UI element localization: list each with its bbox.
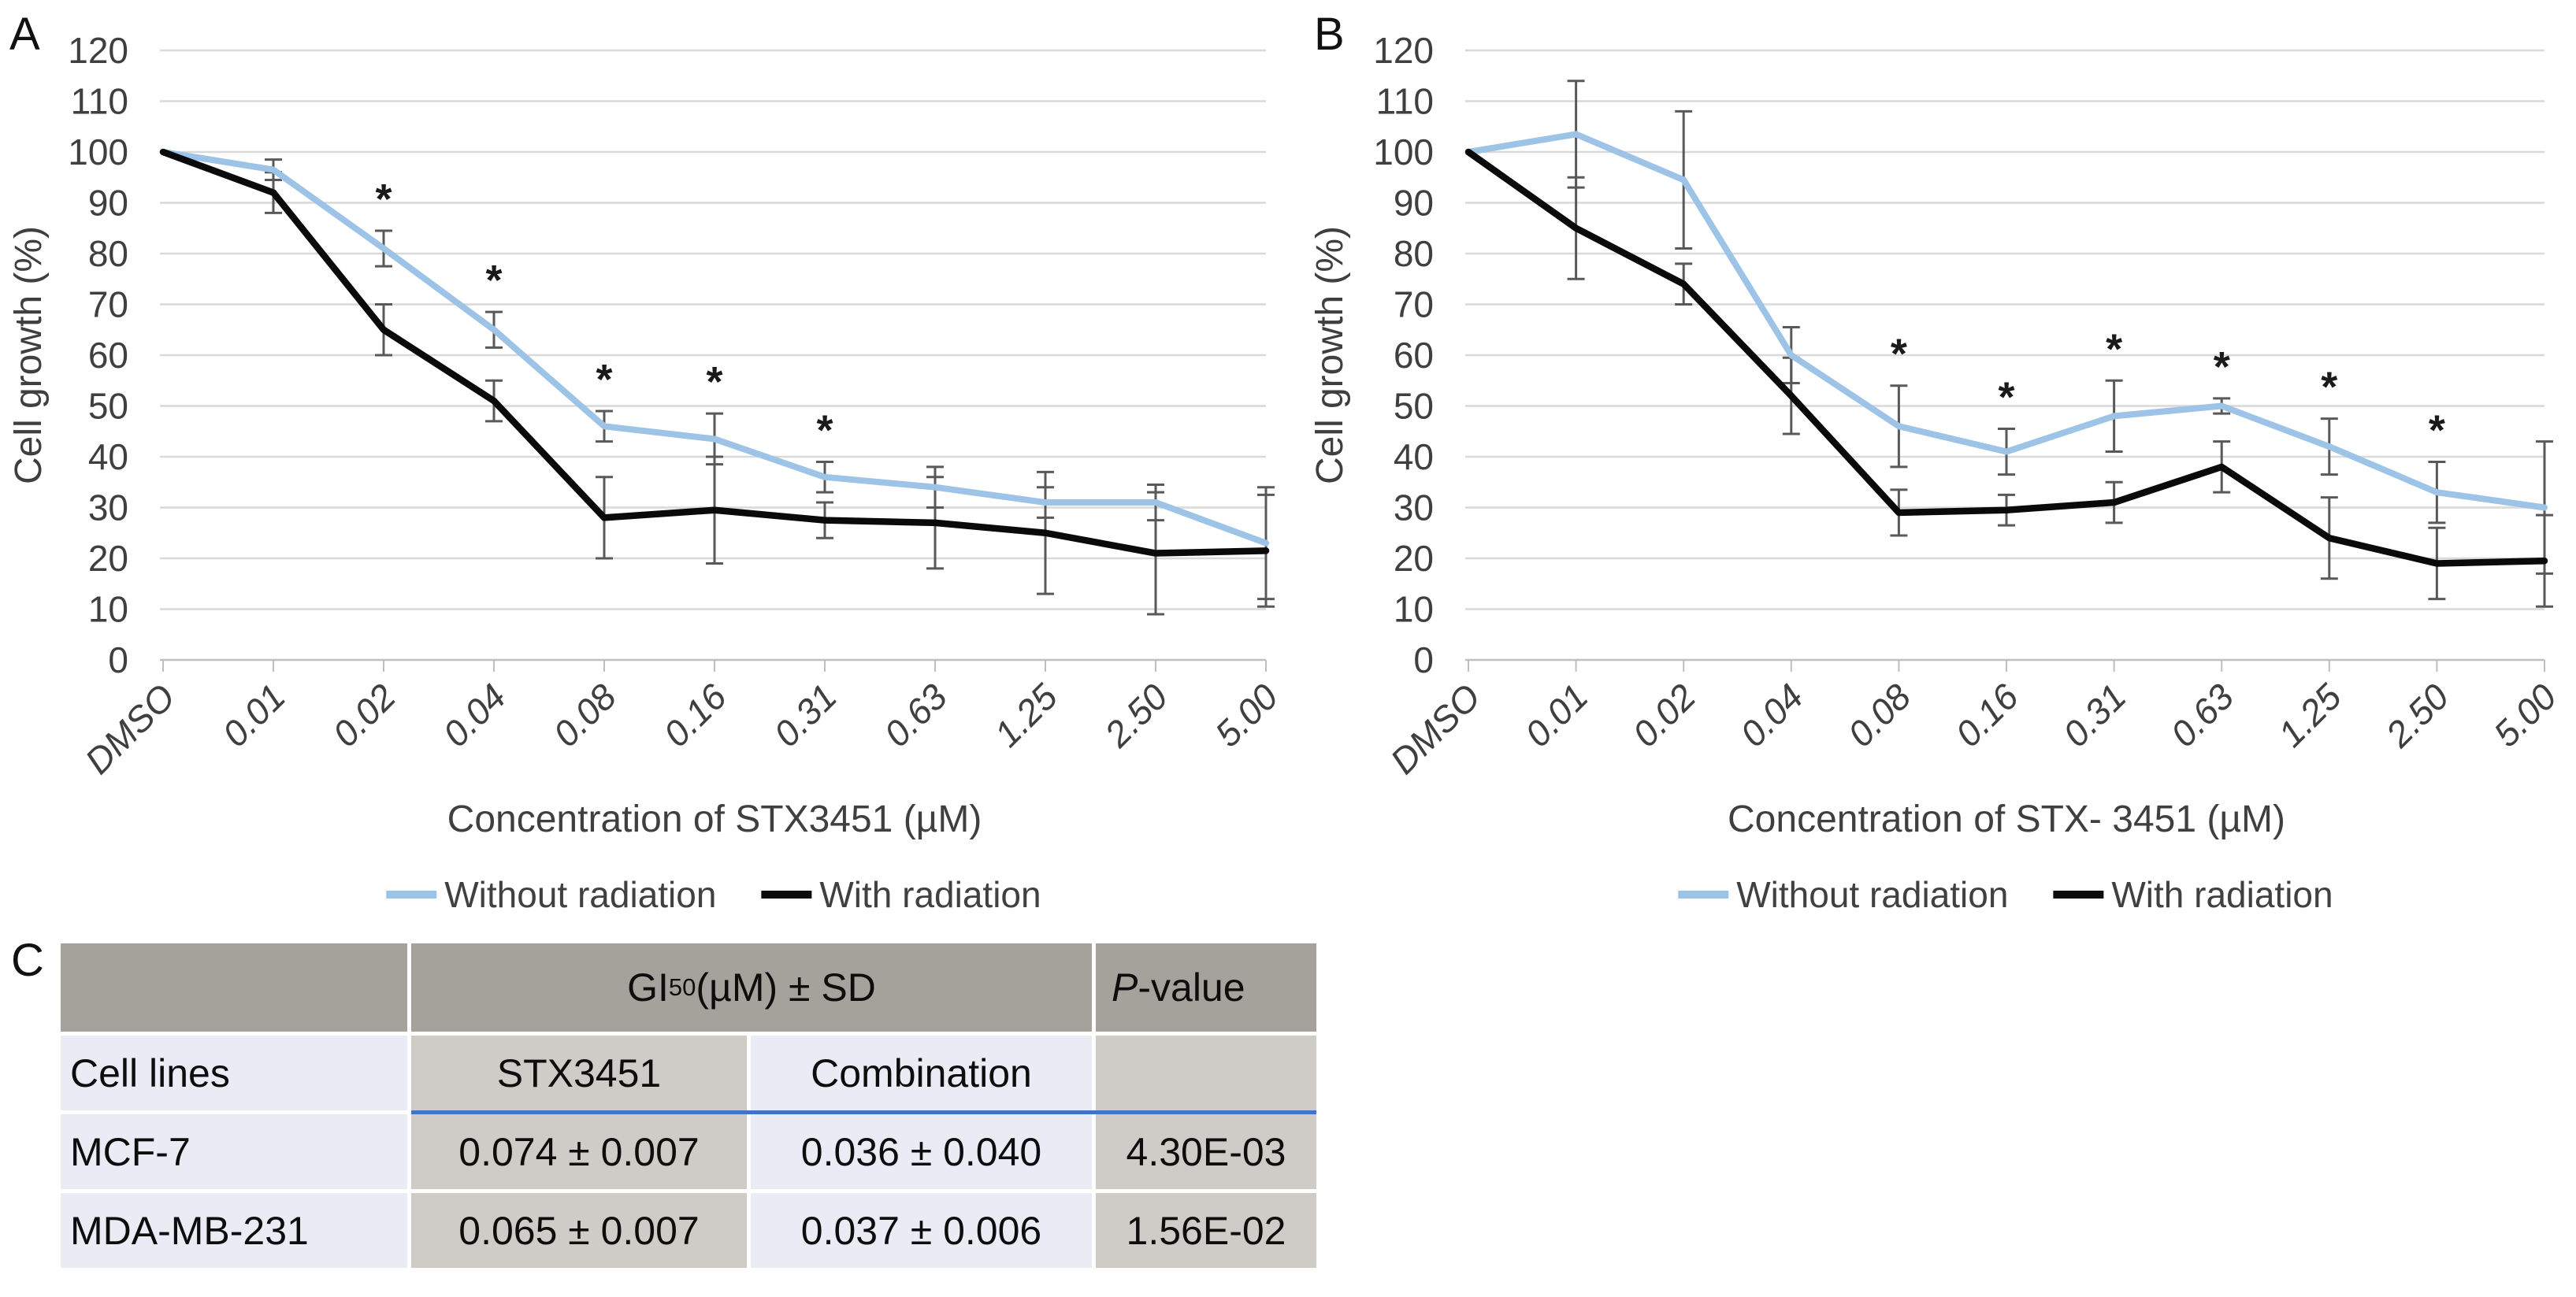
gi50-label-suffix: (µM) ± SD <box>696 965 876 1010</box>
p-italic: P <box>1112 965 1138 1010</box>
x-tick-label: 1.25 <box>2270 676 2349 754</box>
p-rest: -value <box>1138 965 1245 1010</box>
y-tick-label: 100 <box>68 132 128 172</box>
significance-marker: * <box>816 406 833 454</box>
x-tick-label: 5.00 <box>1207 676 1286 754</box>
table-corner-cell <box>61 943 407 1032</box>
y-tick-label: 90 <box>1394 183 1434 224</box>
row-mcf7-stx3451: 0.074 ± 0.007 <box>411 1114 747 1189</box>
y-tick-label: 70 <box>1394 284 1434 325</box>
series-line-without-radiation <box>1465 131 2548 511</box>
y-tick-label: 110 <box>71 81 128 122</box>
x-tick-label: 0.63 <box>876 676 955 754</box>
significance-marker: * <box>485 257 502 304</box>
x-tick-label: 0.08 <box>545 676 624 754</box>
y-tick-label: 50 <box>88 386 128 427</box>
panel-label-c: C <box>11 935 45 986</box>
y-axis-title: Cell growth (%) <box>1309 226 1351 484</box>
p-value-header: P -value <box>1096 943 1316 1032</box>
significance-marker: * <box>2106 325 2122 372</box>
x-axis-title: Concentration of STX- 3451 (µM) <box>1728 799 2285 840</box>
y-tick-label: 100 <box>1373 132 1434 172</box>
legend-label: With radiation <box>819 874 1041 915</box>
series-line-without-radiation <box>160 149 1269 547</box>
stx3451-column-header: STX3451 <box>411 1036 747 1110</box>
y-tick-label: 120 <box>1373 30 1434 71</box>
significance-marker: * <box>596 356 612 403</box>
x-tick-label: 0.04 <box>435 676 514 754</box>
row-mdamb231-stx3451: 0.065 ± 0.007 <box>411 1193 747 1268</box>
y-tick-label: 90 <box>88 183 128 224</box>
x-tick-label: DMSO <box>77 676 183 781</box>
panel-label-a: A <box>9 9 41 60</box>
row-mdamb231-combination: 0.037 ± 0.006 <box>751 1193 1092 1268</box>
y-tick-label: 10 <box>1394 589 1434 630</box>
y-tick-label: 40 <box>88 436 128 477</box>
x-axis-title: Concentration of STX3451 (µM) <box>447 799 982 840</box>
y-tick-label: 60 <box>1394 335 1434 376</box>
series-line-with-radiation <box>1464 148 2548 567</box>
y-tick-label: 80 <box>88 233 128 274</box>
x-tick-label: 0.04 <box>1732 676 1811 754</box>
y-tick-label: 0 <box>1413 639 1434 680</box>
x-tick-label: 1.25 <box>986 676 1065 754</box>
x-tick-label: 0.08 <box>1839 676 1918 754</box>
combination-column-header: Combination <box>751 1036 1092 1110</box>
gi50-table: GI 50 (µM) ± SD P -value Cell lines STX345… <box>61 943 1316 1268</box>
row-mcf7-combination: 0.036 ± 0.040 <box>751 1114 1092 1189</box>
significance-marker: * <box>706 358 722 406</box>
x-tick-label: 0.31 <box>2055 676 2134 754</box>
y-tick-label: 10 <box>88 589 128 630</box>
chart-mdamb231-dose-response: 0 10 20 30 40 50 60 70 80 90 100 110 120 Cell growth … <box>1309 30 2564 915</box>
y-tick-label: 80 <box>1394 233 1434 274</box>
y-tick-label: 50 <box>1394 386 1434 427</box>
y-tick-label: 110 <box>1376 81 1434 122</box>
y-tick-label: 70 <box>88 284 128 325</box>
panel-label-b: B <box>1314 9 1346 60</box>
table-blue-rule <box>411 1110 1316 1114</box>
legend-label: Without radiation <box>444 874 716 915</box>
row-mdamb231-pvalue: 1.56E-02 <box>1096 1193 1316 1268</box>
x-tick-label: 0.02 <box>325 676 403 754</box>
significance-marker: * <box>1891 331 1907 378</box>
y-tick-label: 40 <box>1394 436 1434 477</box>
x-tick-label: 0.31 <box>766 676 844 754</box>
row-mdamb231-name: MDA-MB-231 <box>61 1193 407 1268</box>
y-tick-label: 0 <box>108 639 128 680</box>
legend-label: With radiation <box>2111 874 2333 915</box>
x-tick-label: 0.63 <box>2162 676 2241 754</box>
y-tick-label: 20 <box>88 538 128 579</box>
gi50-group-header: GI 50 (µM) ± SD <box>411 943 1092 1032</box>
x-tick-label: 2.50 <box>1096 676 1175 755</box>
y-axis-title: Cell growth (%) <box>8 226 50 484</box>
x-tick-label: 0.01 <box>214 676 293 754</box>
row-mcf7-name: MCF-7 <box>61 1114 407 1189</box>
y-tick-label: 30 <box>1394 487 1434 528</box>
gi50-label-prefix: GI <box>627 965 669 1010</box>
chart-mcf7-dose-response: 0 10 20 30 40 50 60 70 80 90 100 110 120 Cell growth … <box>8 30 1286 915</box>
significance-marker: * <box>2214 343 2230 391</box>
x-tick-label: 0.16 <box>655 676 734 754</box>
significance-marker: * <box>2321 364 2337 411</box>
significance-marker: * <box>375 176 392 223</box>
y-tick-label: 30 <box>88 487 128 528</box>
x-tick-label: 5.00 <box>2485 676 2564 754</box>
y-tick-label: 20 <box>1394 538 1434 579</box>
x-tick-label: DMSO <box>1383 676 1488 781</box>
x-tick-label: 2.50 <box>2377 676 2457 755</box>
y-tick-label: 120 <box>68 30 128 71</box>
y-tick-label: 60 <box>88 335 128 376</box>
significance-marker: * <box>1998 374 2014 421</box>
empty-header-cell <box>1096 1036 1316 1110</box>
row-mcf7-pvalue: 4.30E-03 <box>1096 1114 1316 1189</box>
x-tick-label: 0.02 <box>1624 676 1703 754</box>
series-line-with-radiation <box>159 148 1270 557</box>
x-tick-label: 0.01 <box>1517 676 1596 754</box>
legend-label: Without radiation <box>1736 874 2008 915</box>
x-tick-label: 0.16 <box>1947 676 2026 754</box>
cell-lines-header: Cell lines <box>61 1036 407 1110</box>
significance-marker: * <box>2429 406 2445 454</box>
